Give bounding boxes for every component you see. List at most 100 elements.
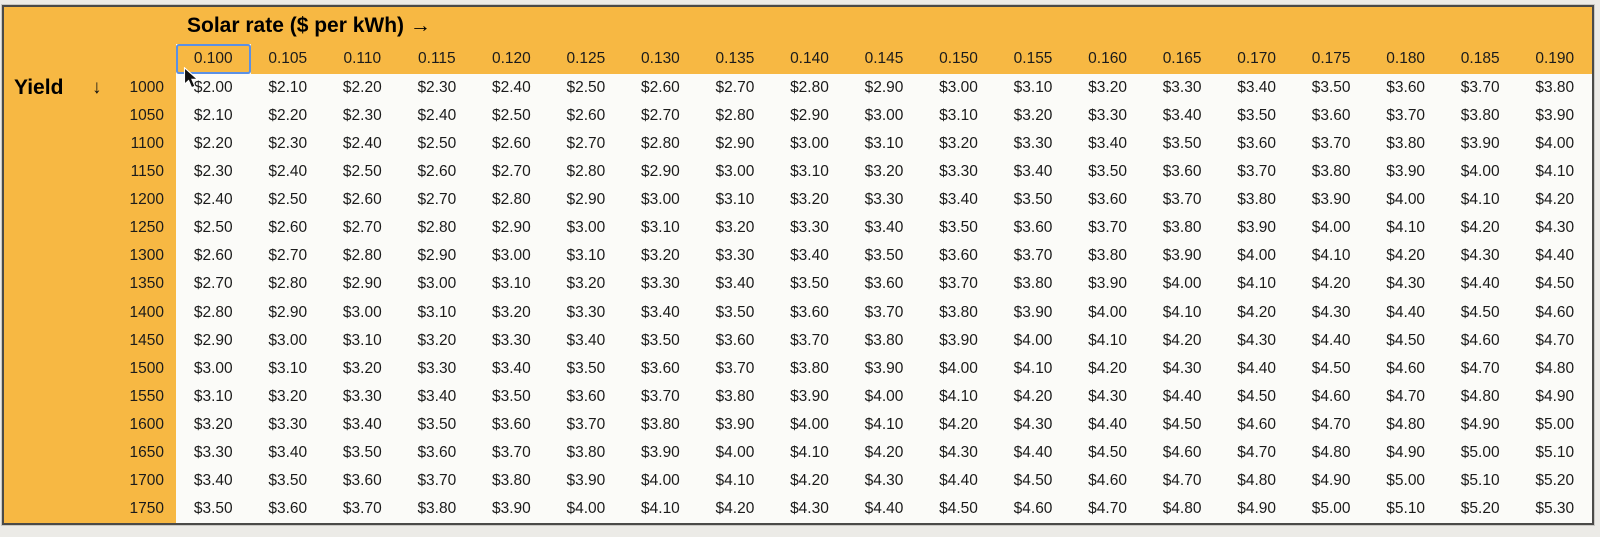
value-cell[interactable]: $3.80: [566, 443, 606, 461]
value-cell[interactable]: $2.60: [193, 247, 233, 265]
value-cell[interactable]: $4.50: [1535, 275, 1575, 293]
value-cell[interactable]: $2.40: [491, 79, 531, 97]
value-cell[interactable]: $3.90: [1013, 303, 1053, 321]
value-cell[interactable]: $3.30: [268, 415, 308, 433]
value-cell[interactable]: $4.60: [1162, 443, 1202, 461]
value-cell[interactable]: $2.40: [268, 163, 308, 181]
rate-header-cell[interactable]: 0.140: [772, 44, 847, 74]
value-cell[interactable]: $3.80: [1460, 107, 1500, 125]
value-cell[interactable]: $3.20: [1013, 107, 1053, 125]
value-cell[interactable]: $3.00: [342, 303, 382, 321]
value-cell[interactable]: $4.10: [1088, 331, 1127, 349]
value-cell[interactable]: $2.80: [342, 247, 382, 265]
rate-header-cell[interactable]: 0.135: [697, 44, 773, 74]
value-cell[interactable]: $3.70: [864, 303, 904, 321]
value-cell[interactable]: $4.10: [1013, 359, 1053, 377]
value-cell[interactable]: $2.70: [491, 163, 531, 181]
value-cell[interactable]: $2.60: [491, 135, 531, 153]
value-cell[interactable]: $4.70: [1088, 499, 1127, 517]
value-cell[interactable]: $3.40: [1237, 79, 1277, 97]
value-cell[interactable]: $4.60: [1088, 471, 1127, 489]
value-cell[interactable]: $2.00: [193, 79, 233, 97]
value-cell[interactable]: $3.60: [1162, 163, 1202, 181]
yield-row-label[interactable]: 1050: [4, 102, 176, 131]
value-cell[interactable]: $4.00: [790, 415, 829, 433]
value-cell[interactable]: $3.90: [1162, 247, 1202, 265]
rate-header-cell[interactable]: 0.145: [846, 44, 922, 74]
value-cell[interactable]: $3.90: [939, 331, 978, 349]
value-cell[interactable]: $4.00: [1013, 331, 1053, 349]
value-cell[interactable]: $4.30: [1088, 387, 1127, 405]
value-cell[interactable]: $4.30: [1162, 359, 1202, 377]
value-cell[interactable]: $5.00: [1535, 415, 1575, 433]
value-cell[interactable]: $2.90: [641, 163, 680, 181]
yield-row-label[interactable]: 1650: [4, 438, 176, 467]
header-row-label-cell[interactable]: [4, 44, 176, 74]
value-cell[interactable]: $4.90: [1386, 443, 1426, 461]
value-cell[interactable]: $3.20: [641, 247, 680, 265]
value-cell[interactable]: $3.70: [342, 499, 382, 517]
value-cell[interactable]: $4.80: [1386, 415, 1426, 433]
value-cell[interactable]: $3.30: [342, 387, 382, 405]
value-cell[interactable]: $3.70: [1013, 247, 1053, 265]
value-cell[interactable]: $2.80: [417, 219, 457, 237]
value-cell[interactable]: $4.60: [1311, 387, 1351, 405]
value-cell[interactable]: $4.70: [1535, 331, 1575, 349]
value-cell[interactable]: $4.20: [1386, 247, 1426, 265]
value-cell[interactable]: $4.00: [1237, 247, 1277, 265]
rate-header-cell[interactable]: 0.150: [921, 44, 996, 74]
value-cell[interactable]: $3.90: [1088, 275, 1127, 293]
value-cell[interactable]: $4.80: [1162, 499, 1202, 517]
value-cell[interactable]: $3.60: [268, 499, 308, 517]
value-cell[interactable]: $4.30: [1311, 303, 1351, 321]
value-cell[interactable]: $3.50: [342, 443, 382, 461]
value-cell[interactable]: $3.50: [1162, 135, 1202, 153]
value-cell[interactable]: $4.30: [1386, 275, 1426, 293]
value-cell[interactable]: $2.90: [268, 303, 308, 321]
value-cell[interactable]: $2.50: [417, 135, 457, 153]
rate-header-cell[interactable]: 0.175: [1293, 44, 1369, 74]
value-cell[interactable]: $3.30: [715, 247, 755, 265]
value-cell[interactable]: $2.50: [491, 107, 531, 125]
value-cell[interactable]: $2.80: [268, 275, 308, 293]
value-cell[interactable]: $3.20: [715, 219, 755, 237]
value-cell[interactable]: $3.70: [1311, 135, 1351, 153]
yield-row-label[interactable]: 1450: [4, 326, 176, 355]
value-cell[interactable]: $2.20: [342, 79, 382, 97]
value-cell[interactable]: $3.50: [864, 247, 904, 265]
value-cell[interactable]: $2.60: [417, 163, 457, 181]
value-cell[interactable]: $3.30: [193, 443, 233, 461]
value-cell[interactable]: $3.90: [864, 359, 904, 377]
value-cell[interactable]: $4.60: [1386, 359, 1426, 377]
value-cell[interactable]: $3.90: [566, 471, 606, 489]
value-cell[interactable]: $2.30: [342, 107, 382, 125]
value-cell[interactable]: $3.10: [939, 107, 978, 125]
yield-row-label[interactable]: 1700: [4, 466, 176, 495]
value-cell[interactable]: $3.10: [342, 331, 382, 349]
value-cell[interactable]: $4.20: [1535, 191, 1575, 209]
value-cell[interactable]: $2.10: [268, 79, 308, 97]
value-cell[interactable]: $3.50: [193, 499, 233, 517]
value-cell[interactable]: $3.60: [641, 359, 680, 377]
rate-header-cell[interactable]: 0.185: [1442, 44, 1518, 74]
value-cell[interactable]: $3.60: [790, 303, 829, 321]
rate-header-cell[interactable]: 0.125: [548, 44, 624, 74]
value-cell[interactable]: $4.20: [1460, 219, 1500, 237]
value-cell[interactable]: $3.60: [342, 471, 382, 489]
value-cell[interactable]: $4.30: [790, 499, 829, 517]
value-cell[interactable]: $4.40: [939, 471, 978, 489]
value-cell[interactable]: $5.00: [1311, 499, 1351, 517]
value-cell[interactable]: $3.80: [641, 415, 680, 433]
value-cell[interactable]: $4.30: [1237, 331, 1277, 349]
value-cell[interactable]: $2.90: [715, 135, 755, 153]
value-cell[interactable]: $2.90: [864, 79, 904, 97]
value-cell[interactable]: $3.10: [566, 247, 606, 265]
value-cell[interactable]: $2.20: [193, 135, 233, 153]
value-cell[interactable]: $4.00: [566, 499, 606, 517]
value-cell[interactable]: $2.50: [566, 79, 606, 97]
value-cell[interactable]: $2.10: [193, 107, 233, 125]
value-cell[interactable]: $3.10: [491, 275, 531, 293]
value-cell[interactable]: $3.20: [939, 135, 978, 153]
value-cell[interactable]: $3.30: [641, 275, 680, 293]
value-cell[interactable]: $3.30: [1162, 79, 1202, 97]
